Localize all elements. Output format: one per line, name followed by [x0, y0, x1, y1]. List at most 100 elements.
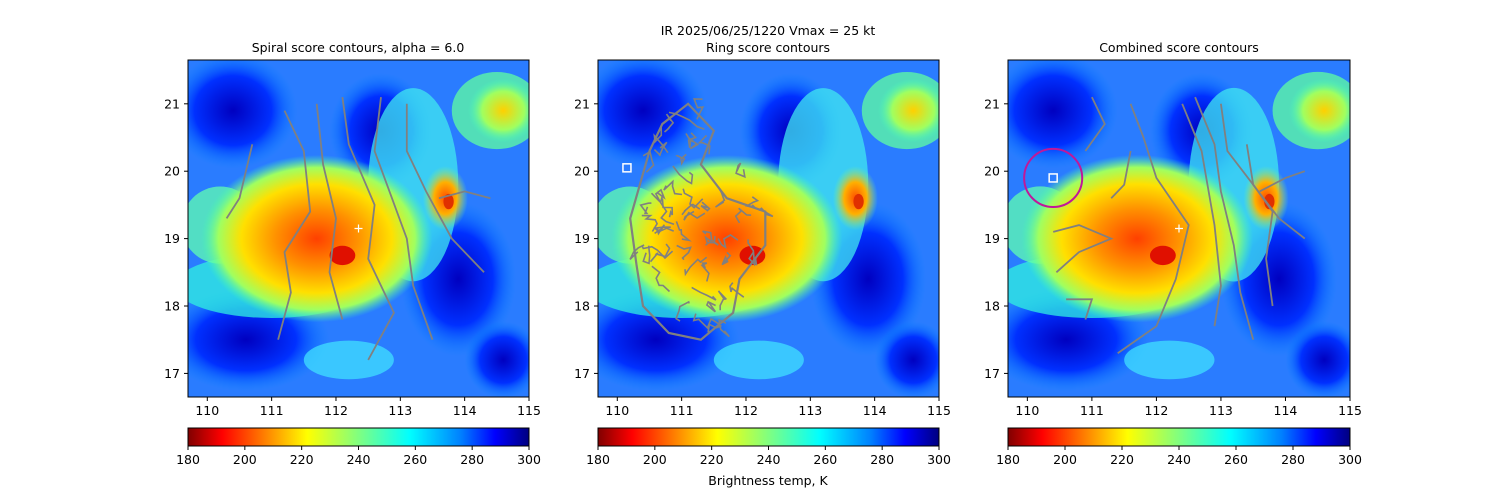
ring-contour-line — [675, 300, 690, 322]
y-tick-label: 21 — [164, 96, 180, 111]
panel-spiral-frame — [187, 59, 530, 398]
y-tick-label: 19 — [574, 231, 590, 246]
ring-contour-line — [682, 188, 704, 209]
colorbar-tick-label: 240 — [757, 452, 781, 467]
spiral-contour-line — [225, 144, 254, 219]
cold-cloud-region — [598, 60, 708, 169]
ring-contour-line — [663, 179, 683, 196]
ring-contour-line — [704, 235, 716, 246]
spiral-contour-line — [341, 96, 395, 361]
ring-center-marker — [1048, 173, 1058, 183]
colorbar-tick-label: 180 — [176, 452, 200, 467]
ring-contour-line — [650, 188, 666, 203]
ring-contour-line — [693, 98, 705, 120]
spiral-contour-line — [438, 190, 491, 200]
colorbar-tick-label: 180 — [586, 452, 610, 467]
x-tick-label: 114 — [1274, 403, 1298, 418]
ring-contour-line — [721, 251, 732, 266]
combined-contour-line — [1259, 170, 1306, 193]
x-tick-label: 115 — [927, 403, 951, 418]
x-tick-label: 113 — [798, 403, 822, 418]
y-tick-label: 20 — [984, 164, 1000, 179]
x-tick-label: 115 — [517, 403, 541, 418]
combined-contour-line — [1181, 103, 1222, 327]
panel-spiral-axes: 110 111 112 113 114 115 17 18 19 20 21 — [164, 96, 541, 418]
panel-ring-colorbar-bar — [597, 427, 940, 447]
panel-spiral-colorbar-bar — [187, 427, 530, 447]
cold-cloud-region — [1008, 60, 1118, 169]
ring-contour-line — [700, 262, 710, 282]
panel-combined-frame — [1007, 59, 1351, 398]
ring-center-marker — [622, 163, 632, 173]
x-tick-label: 110 — [1015, 403, 1039, 418]
ring-contour-line — [692, 313, 721, 330]
panel-combined: Combined score contours 110 111 112 113 114 1… — [984, 40, 1362, 467]
panel-ring-colorbar: 180 200 220 240 260 280 300 — [586, 427, 951, 467]
warm-cloud-patch — [467, 78, 529, 143]
ring-contour-line — [717, 290, 727, 311]
x-tick-label: 110 — [605, 403, 629, 418]
panel-spiral-contours — [225, 96, 491, 361]
cold-cloud-region — [464, 321, 529, 397]
panel-combined-colorbar-bar — [1007, 427, 1351, 447]
ring-contour-line — [676, 244, 692, 261]
y-tick-label: 17 — [984, 366, 1000, 381]
panel-ring-contours — [622, 98, 774, 341]
ring-contour-line — [747, 239, 758, 266]
ring-contour-line — [729, 282, 745, 298]
cold-cloud-region — [188, 60, 298, 169]
x-tick-label: 112 — [734, 403, 758, 418]
panel-spiral: Spiral score contours, alpha = 6.0 110 11… — [164, 40, 541, 467]
panel-spiral-image — [188, 60, 529, 397]
ring-contour-line — [702, 230, 719, 246]
ring-contour-line — [642, 245, 651, 265]
ring-contour-line — [681, 203, 701, 216]
panel-ring-axes: 110 111 112 113 114 115 17 18 19 20 21 — [574, 96, 951, 418]
ring-contour-line — [758, 207, 774, 218]
ring-contour-line — [668, 111, 705, 130]
warm-cloud-patch — [877, 78, 939, 143]
y-tick-label: 19 — [984, 231, 1000, 246]
x-tick-label: 112 — [1144, 403, 1168, 418]
ring-contour-line — [715, 187, 726, 208]
cold-cloud-region — [874, 321, 939, 397]
spiral-contour-line — [315, 103, 344, 320]
colorbar-tick-label: 220 — [290, 452, 314, 467]
ring-contour-line — [718, 318, 730, 338]
ring-contour-line — [697, 134, 711, 155]
y-tick-label: 18 — [574, 299, 590, 314]
y-tick-label: 17 — [164, 366, 180, 381]
x-tick-label: 114 — [863, 403, 887, 418]
ring-contour-line — [642, 150, 655, 173]
ring-contour-line — [685, 132, 698, 148]
y-tick-label: 20 — [574, 164, 590, 179]
ring-contour-line — [705, 300, 717, 313]
panel-combined-axes: 110 111 112 113 114 115 17 18 19 20 21 — [984, 96, 1362, 418]
x-tick-label: 114 — [453, 403, 477, 418]
ring-contour-line — [663, 113, 675, 133]
ring-contour-line — [717, 233, 739, 249]
deep-convection — [1149, 245, 1176, 266]
ring-contour-line — [683, 210, 706, 221]
deep-convection — [739, 245, 766, 266]
combined-contour-line — [1066, 298, 1094, 320]
ring-fit-circle — [1023, 147, 1084, 208]
ring-contour-line — [684, 256, 708, 277]
combined-contour-line — [1084, 96, 1106, 152]
combined-contour-line — [1245, 144, 1274, 307]
convective-cell-core — [853, 193, 864, 210]
ring-contour-line — [653, 141, 668, 157]
ring-contour-line — [707, 323, 722, 333]
convective-cell-core — [443, 193, 454, 210]
combined-contour-line — [1052, 224, 1114, 273]
combined-contour-line — [1110, 150, 1132, 199]
ring-contour-line — [672, 165, 694, 185]
x-tick-label: 115 — [1338, 403, 1362, 418]
colorbar-tick-label: 200 — [643, 452, 667, 467]
colorbar-tick-label: 200 — [1053, 452, 1077, 467]
spiral-contour-line — [373, 96, 434, 341]
x-tick-label: 111 — [670, 403, 694, 418]
storm-core — [1020, 154, 1254, 323]
ring-contour-line — [651, 265, 671, 293]
